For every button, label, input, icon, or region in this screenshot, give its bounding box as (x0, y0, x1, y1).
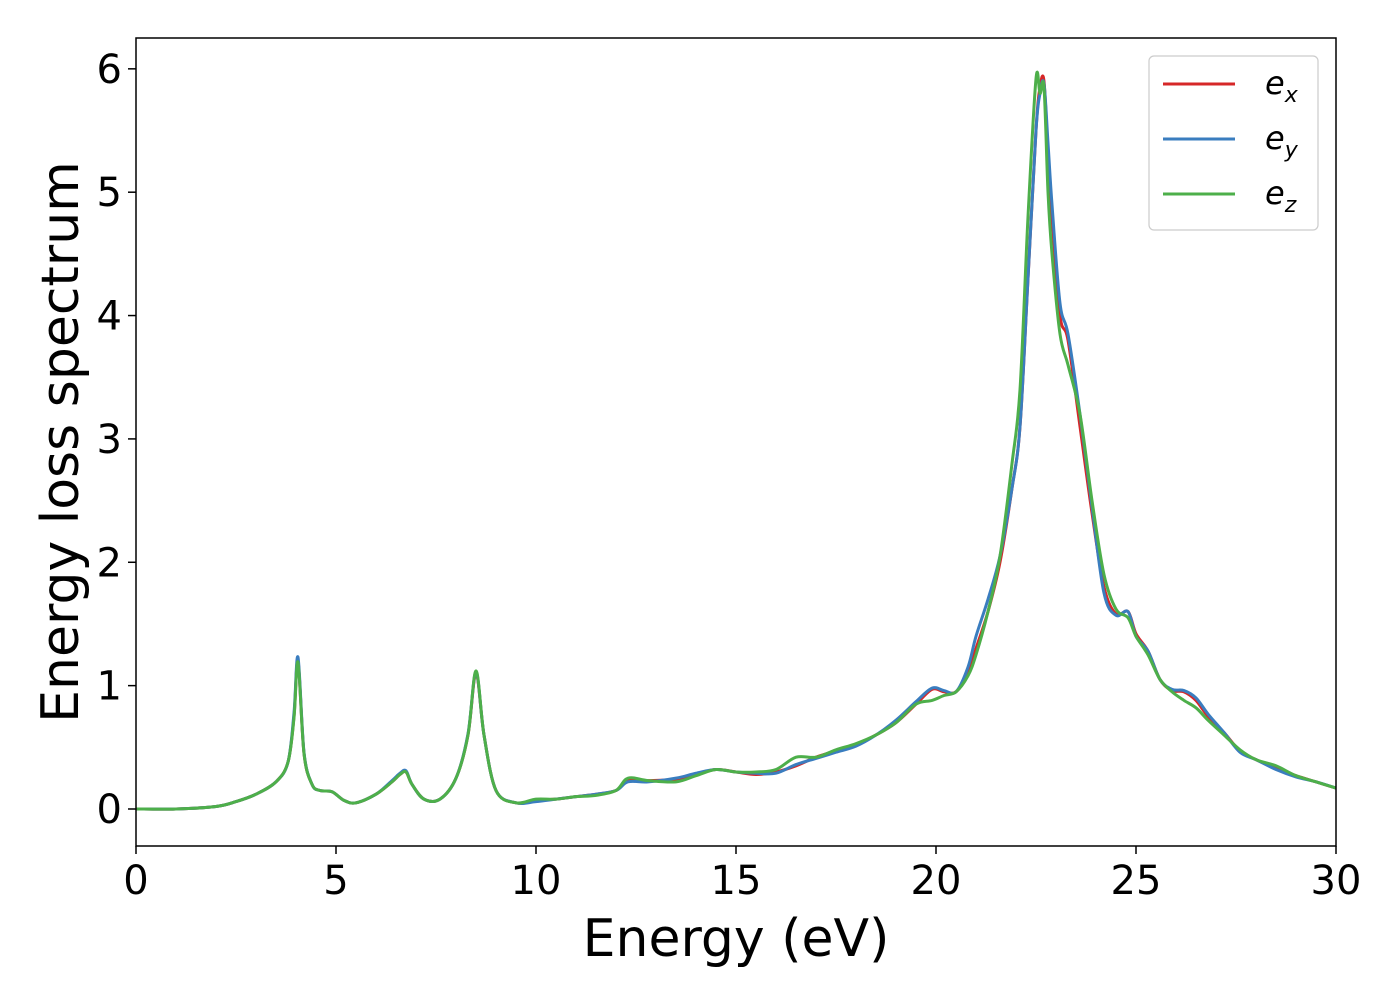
y-tick-label: 0 (97, 787, 122, 833)
y-tick-label: 3 (97, 417, 122, 463)
x-axis: 0 5 10 15 20 25 30 (123, 846, 1361, 904)
x-axis-label: Energy (eV) (583, 909, 890, 969)
x-tick-label: 25 (1111, 858, 1162, 904)
x-tick-label: 15 (711, 858, 762, 904)
legend-subscript: x (1284, 83, 1299, 108)
y-tick-label: 6 (97, 47, 122, 93)
legend-label-ez: ez (1265, 174, 1297, 218)
y-tick-label: 4 (97, 294, 122, 340)
x-tick-label: 5 (323, 858, 348, 904)
x-tick-label: 20 (911, 858, 962, 904)
x-tick-label: 30 (1311, 858, 1362, 904)
x-tick-label: 0 (123, 858, 148, 904)
legend-subscript: z (1284, 193, 1297, 218)
y-tick-label: 2 (97, 540, 122, 586)
y-tick-label: 1 (97, 664, 122, 710)
legend-box (1148, 55, 1319, 231)
series-line-ez (136, 70, 1336, 811)
y-axis-label: Energy loss spectrum (31, 161, 91, 723)
series-layer (136, 70, 1336, 811)
legend-subscript: y (1284, 138, 1299, 163)
y-axis: 0 1 2 3 4 5 6 (97, 47, 136, 833)
x-tick-label: 10 (511, 858, 562, 904)
y-tick-label: 5 (97, 170, 122, 216)
